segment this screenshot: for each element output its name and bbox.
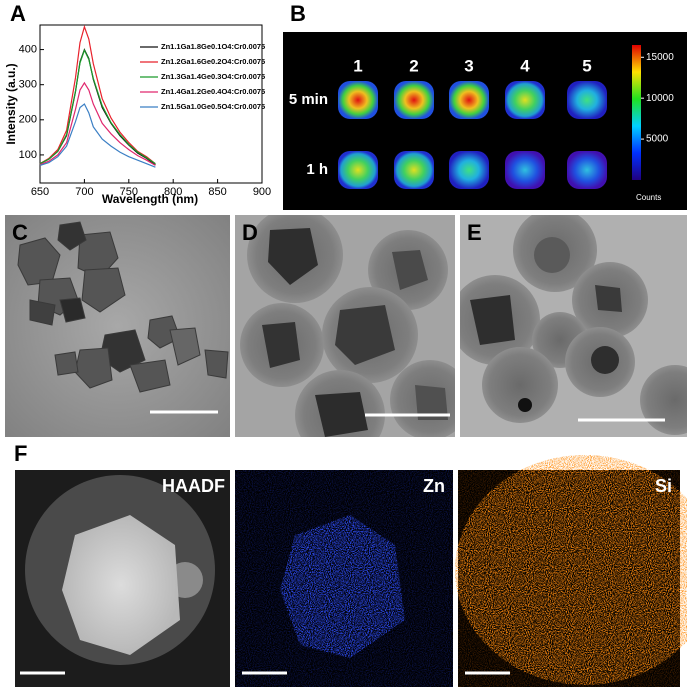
colorbar-label: Counts (636, 193, 661, 202)
y-tick-label: 100 (19, 149, 37, 161)
y-tick-label: 300 (19, 79, 37, 91)
y-tick-label: 200 (19, 114, 37, 126)
colorbar-tick-label: 15000 (646, 52, 674, 63)
column-label: 1 (353, 56, 362, 75)
luminescence-spot (505, 151, 545, 189)
x-tick-label: 700 (75, 186, 93, 198)
colorbar-tick-label: 5000 (646, 134, 669, 145)
series-line (39, 48, 156, 165)
column-label: 4 (520, 56, 530, 75)
legend-label: Zn1.5Ga1.0Ge0.5O4:Cr0.0075 (161, 102, 265, 111)
row-label: 1 h (306, 161, 328, 178)
tem-image (5, 215, 230, 437)
x-tick-label: 850 (208, 186, 226, 198)
plot-frame (39, 24, 263, 184)
x-tick-label: 750 (120, 186, 138, 198)
x-tick-label: 900 (253, 186, 271, 198)
luminescence-spot (449, 81, 489, 119)
line-chart: 650 700 750 800 850 900 100 200 300 400 Zn1.1Ga1.8… (19, 24, 271, 198)
column-label: 3 (464, 56, 473, 75)
panel-label: C (12, 220, 28, 245)
tem-image (460, 215, 687, 437)
series-line (39, 48, 156, 166)
panel-label: F (14, 441, 27, 466)
legend-label: Zn1.4Ga1.2Ge0.4O4:Cr0.0075 (161, 87, 265, 96)
zn-map (235, 470, 453, 687)
series-line (39, 103, 156, 168)
luminescence-spot (449, 151, 489, 189)
luminescence-spot (505, 81, 545, 119)
si-map (455, 455, 687, 687)
map-label: Zn (423, 476, 445, 496)
luminescence-spot (394, 81, 434, 119)
legend-label: Zn1.1Ga1.8Ge0.1O4:Cr0.0075 (161, 42, 265, 51)
map-label: Si (655, 476, 672, 496)
column-label: 2 (409, 56, 418, 75)
luminescence-spot (394, 151, 434, 189)
luminescence-spot (338, 151, 378, 189)
tem-image (235, 215, 455, 437)
panel-label: D (242, 220, 258, 245)
y-tick-label: 400 (19, 43, 37, 55)
x-axis-label: Wavelength (nm) (102, 192, 198, 206)
series-line (39, 24, 156, 165)
luminescence-image: 1 2 3 4 5 5 min 1 h 5000 10000 15000 Counts (289, 45, 674, 202)
luminescence-spot (338, 81, 378, 119)
y-axis-label: Intensity (a.u.) (4, 63, 18, 144)
legend-label: Zn1.2Ga1.6Ge0.2O4:Cr0.0075 (161, 57, 265, 66)
panel-label: B (290, 1, 306, 26)
luminescence-spot (567, 81, 607, 119)
column-label: 5 (582, 56, 591, 75)
luminescence-spot (567, 151, 607, 189)
row-label: 5 min (289, 91, 328, 108)
haadf-image (15, 470, 230, 687)
x-tick-label: 650 (31, 186, 49, 198)
colorbar (632, 45, 641, 180)
panel-label: E (467, 220, 482, 245)
legend-label: Zn1.3Ga1.4Ge0.3O4:Cr0.0075 (161, 72, 265, 81)
x-tick-label: 800 (164, 186, 182, 198)
map-label: HAADF (162, 476, 225, 496)
colorbar-tick-label: 10000 (646, 93, 674, 104)
series-line (39, 81, 156, 166)
panel-label: A (10, 1, 26, 26)
